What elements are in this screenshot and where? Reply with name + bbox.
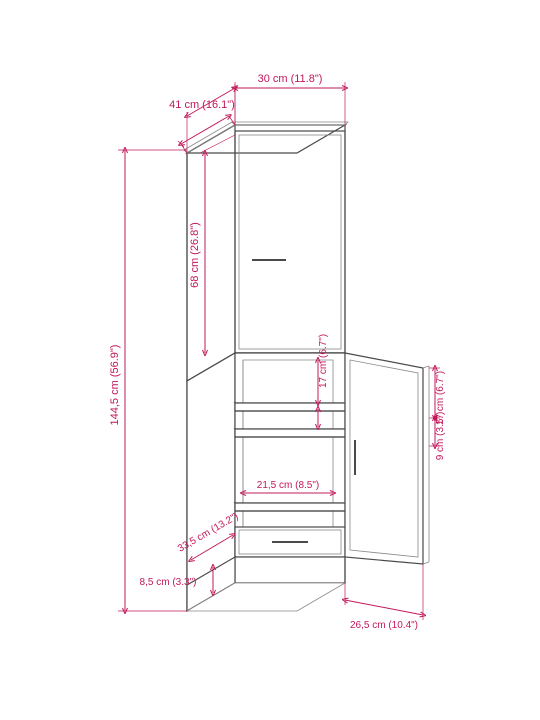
cabinet-dimension-diagram: 144,5 cm (56.9") 41 cm (16.1") 30 cm (11… xyxy=(0,0,540,720)
label-shelf-gap-1: 17 cm (6.7") xyxy=(318,334,329,388)
label-width: 30 cm (11.8") xyxy=(258,73,323,85)
label-inner-width: 21,5 cm (8.5") xyxy=(257,480,319,491)
label-door-width: 26,5 cm (10.4") xyxy=(350,620,418,631)
label-depth: 41 cm (16.1") xyxy=(169,99,235,111)
label-door-gap-2: 9 cm (3.5") xyxy=(435,412,446,461)
label-total-height: 144,5 cm (56.9") xyxy=(109,345,121,426)
label-upper-door: 68 cm (26.8") xyxy=(189,222,201,288)
label-plinth: 8,5 cm (3.3") xyxy=(140,577,197,588)
open-door xyxy=(345,353,429,564)
